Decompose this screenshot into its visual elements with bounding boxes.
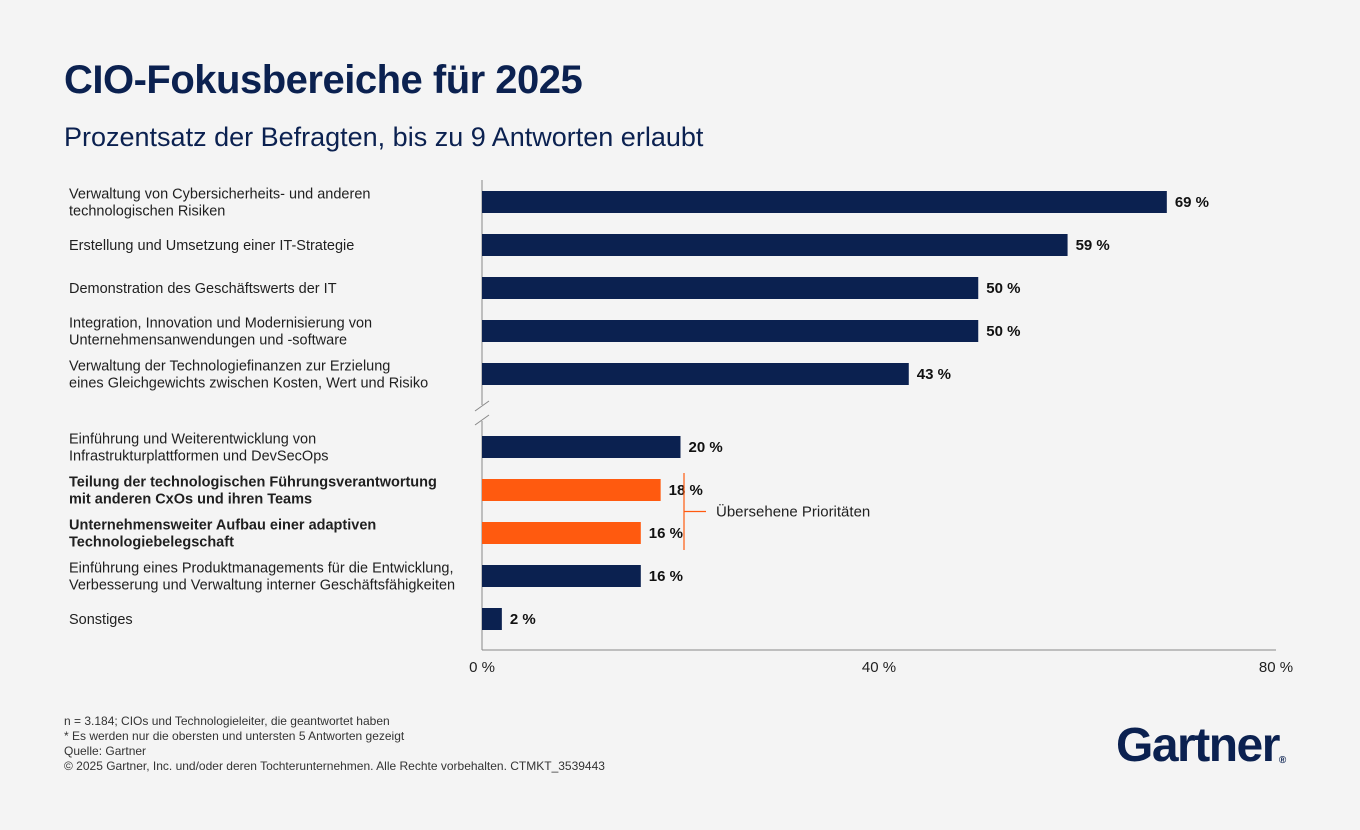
registered-mark: ® [1278,755,1287,766]
category-label-line: eines Gleichgewichts zwischen Kosten, We… [69,376,428,392]
annotation-label: Übersehene Prioritäten [716,503,870,521]
category-label: Teilung der technologischen Führungsvera… [69,475,437,508]
category-label-line: technologischen Risiken [69,204,225,220]
category-label-line: Technologiebelegschaft [69,535,234,551]
category-label-line: Verwaltung von Cybersicherheits- und and… [69,187,370,203]
category-label-line: Integration, Innovation und Modernisieru… [69,316,372,332]
category-label-line: Demonstration des Geschäftswerts der IT [69,281,337,297]
footnote-note: * Es werden nur die obersten und unterst… [64,729,405,743]
category-label-line: Teilung der technologischen Führungsvera… [69,475,437,491]
axis-break-mark-bottom [474,414,490,426]
category-label: Sonstiges [69,612,133,628]
category-label-line: Unternehmensanwendungen und -software [69,333,347,349]
category-label: Integration, Innovation und Modernisieru… [69,316,372,349]
category-label: Unternehmensweiter Aufbau einer adaptive… [69,518,376,551]
category-label: Einführung und Weiterentwicklung von Infr… [69,432,329,465]
bar-chart: 0 % 40 % 80 % 69 % Verwaltung von Cybersiche… [69,180,1293,676]
category-label-line: Sonstiges [69,612,133,628]
axis-break-mark-top [474,400,490,412]
category-label: Einführung eines Produktmanagements für … [69,561,455,594]
category-label-line: Erstellung und Umsetzung einer IT-Strate… [69,238,354,254]
bar [482,608,502,630]
value-label: 59 % [1076,237,1110,254]
footnotes: n = 3.184; CIOs und Technologieleiter, d… [64,714,605,774]
bar [482,565,641,587]
category-label: Verwaltung von Cybersicherheits- und and… [69,187,370,220]
category-label-line: mit anderen CxOs und ihren Teams [69,492,312,508]
bar [482,363,909,385]
logo-text: Gartner [1116,719,1280,772]
category-label-line: Verwaltung der Technologiefinanzen zur E… [69,359,390,375]
bar [482,436,681,458]
value-label: 2 % [510,611,536,628]
value-label: 18 % [669,482,703,499]
category-label: Erstellung und Umsetzung einer IT-Strate… [69,238,354,254]
value-label: 50 % [986,323,1020,340]
value-label: 20 % [689,439,723,456]
value-label: 50 % [986,280,1020,297]
footnote-copyright: © 2025 Gartner, Inc. und/oder deren Toch… [64,759,605,773]
value-label: 69 % [1175,194,1209,211]
value-label: 16 % [649,525,683,542]
bar [482,320,979,342]
gartner-logo: Gartner® [1116,718,1286,773]
bar [482,234,1068,256]
value-label: 43 % [917,366,951,383]
category-label: Demonstration des Geschäftswerts der IT [69,281,337,297]
category-label-line: Infrastrukturplattformen und DevSecOps [69,449,329,465]
bar [482,191,1167,213]
x-tick-label: 40 % [862,659,896,676]
bar [482,522,641,544]
category-label-line: Einführung und Weiterentwicklung von [69,432,316,448]
bar [482,479,661,501]
footnote-source: Quelle: Gartner [64,744,147,758]
chart-subtitle: Prozentsatz der Befragten, bis zu 9 Antw… [64,122,704,152]
category-label-line: Einführung eines Produktmanagements für … [69,561,453,577]
category-label-line: Verbesserung und Verwaltung interner Ges… [69,578,455,594]
category-label-line: Unternehmensweiter Aufbau einer adaptive… [69,518,376,534]
x-tick-label: 0 % [469,659,495,676]
x-tick-label: 80 % [1259,659,1293,676]
bar [482,277,979,299]
chart-title: CIO-Fokusbereiche für 2025 [64,58,583,102]
value-label: 16 % [649,568,683,585]
category-label: Verwaltung der Technologiefinanzen zur E… [69,359,428,392]
footnote-sample: n = 3.184; CIOs und Technologieleiter, d… [64,714,390,728]
